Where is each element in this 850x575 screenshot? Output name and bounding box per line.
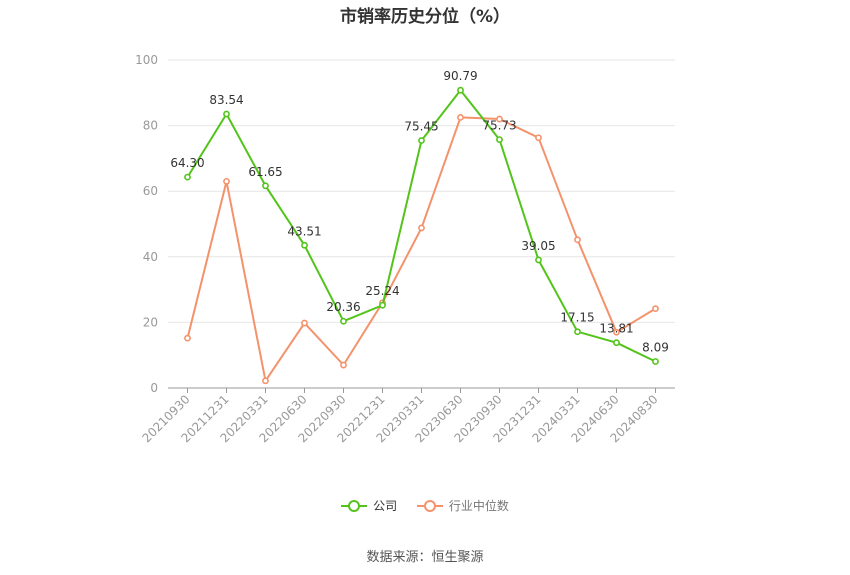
data-label-company-20231231: 39.05 bbox=[521, 239, 555, 253]
point-industry-20230331 bbox=[418, 224, 425, 232]
point-industry-20210930 bbox=[184, 334, 191, 342]
data-label-company-20240331: 17.15 bbox=[560, 311, 594, 325]
y-tick-label-60: 60 bbox=[143, 184, 158, 198]
legend-item-industry-median[interactable]: 行业中位数 bbox=[416, 497, 509, 514]
series-line-industry-median bbox=[186, 116, 657, 382]
data-label-company-20230630: 90.79 bbox=[443, 69, 477, 83]
point-company-20240630 bbox=[613, 339, 620, 347]
y-tick-label-40: 40 bbox=[143, 250, 158, 264]
point-industry-20230630 bbox=[457, 114, 464, 121]
y-tick-label-80: 80 bbox=[143, 119, 158, 133]
data-label-company-20230930: 75.73 bbox=[482, 119, 516, 133]
axis-layer: 0204060801002021093020211231202203312022… bbox=[135, 53, 675, 445]
point-company-20210930 bbox=[184, 173, 191, 181]
point-company-20220930 bbox=[340, 317, 347, 325]
legend-industry-marker-icon bbox=[416, 499, 443, 513]
series-layer bbox=[184, 86, 659, 385]
point-industry-20240331 bbox=[574, 236, 581, 244]
point-company-20221231 bbox=[379, 301, 386, 309]
legend-company-dot bbox=[348, 499, 361, 512]
point-company-20230930 bbox=[496, 136, 503, 144]
grid-layer bbox=[168, 59, 675, 323]
source-note: 数据来源：恒生聚源 bbox=[366, 550, 484, 565]
y-tick-label-100: 100 bbox=[135, 53, 158, 67]
legend-company-marker-icon bbox=[341, 499, 368, 513]
legend-company-label: 公司 bbox=[373, 499, 398, 513]
point-industry-20220331 bbox=[262, 377, 269, 385]
data-label-company-20240630: 13.81 bbox=[599, 322, 633, 336]
legend-industry-dot bbox=[423, 499, 436, 512]
data-label-company-20220630: 43.51 bbox=[287, 224, 321, 238]
point-company-20240331 bbox=[574, 328, 581, 336]
legend-item-company[interactable]: 公司 bbox=[341, 497, 397, 514]
y-tick-label-20: 20 bbox=[143, 315, 158, 329]
data-label-layer: 64.30 83.54 61.65 43.51 20.36 25.24 75.45 90.79… bbox=[170, 69, 669, 354]
point-company-20230630 bbox=[457, 86, 464, 94]
data-label-company-20210930: 64.30 bbox=[170, 156, 204, 170]
data-label-company-20230331: 75.45 bbox=[404, 120, 438, 134]
point-industry-20240830 bbox=[652, 305, 659, 313]
point-company-20220630 bbox=[301, 241, 308, 249]
chart-title: 市销率历史分位（%） bbox=[339, 7, 511, 27]
legend: 公司 行业中位数 bbox=[0, 497, 850, 516]
data-label-company-20221231: 25.24 bbox=[365, 284, 399, 298]
data-label-company-20240830: 8.09 bbox=[642, 340, 669, 354]
data-label-company-20220331: 61.65 bbox=[248, 165, 282, 179]
point-industry-20231231 bbox=[535, 134, 542, 142]
data-label-company-20211231: 83.54 bbox=[209, 93, 243, 107]
point-industry-20220630 bbox=[301, 319, 308, 327]
point-industry-20220930 bbox=[340, 361, 347, 369]
point-company-20220331 bbox=[262, 182, 269, 190]
point-company-20211231 bbox=[223, 110, 230, 118]
point-industry-20211231 bbox=[223, 177, 230, 185]
point-industry-20230930 bbox=[496, 115, 503, 123]
point-company-20230331 bbox=[418, 137, 425, 144]
point-industry-20240630 bbox=[613, 328, 620, 336]
y-tick-label-0: 0 bbox=[150, 381, 158, 395]
point-company-20231231 bbox=[535, 256, 542, 264]
data-label-company-20220930: 20.36 bbox=[326, 300, 360, 314]
legend-industry-label: 行业中位数 bbox=[448, 499, 509, 513]
point-company-20240830 bbox=[652, 358, 659, 365]
